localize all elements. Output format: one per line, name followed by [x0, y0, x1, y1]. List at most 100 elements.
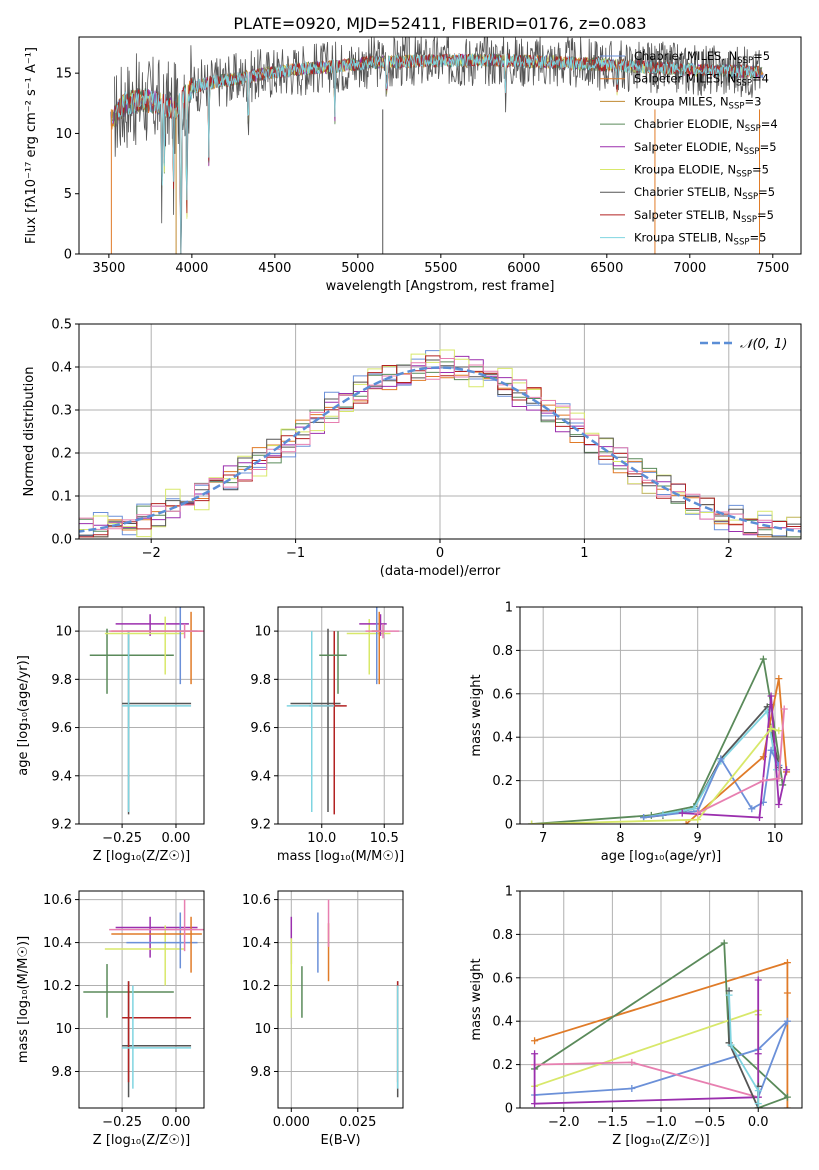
x-tick-label: 10.0 — [307, 831, 336, 846]
weight-marker — [628, 1084, 636, 1092]
y-tick-label: 0.2 — [51, 447, 72, 462]
x-tick-label: 7000 — [673, 261, 706, 276]
age_vs_mass-panel: 10.0 10.5 9.2 9.4 9.6 9.8 10 mass [log₁₀(M/M☉)] — [250, 606, 404, 864]
y-tick-label: 10.6 — [242, 893, 271, 908]
y-tick-label: 0.4 — [492, 731, 513, 746]
y-tick-label: 9.8 — [51, 1065, 72, 1080]
y-tick-label: 0.8 — [492, 644, 513, 659]
x-tick-label: 6500 — [590, 261, 623, 276]
normal-curve — [79, 366, 801, 533]
y-tick-label: 0.8 — [492, 928, 513, 943]
y-tick-label: 0.2 — [492, 1058, 513, 1073]
y-tick-label: 0.5 — [51, 318, 72, 333]
y-tick-label: 0.6 — [492, 687, 513, 702]
x-tick-label: 5000 — [341, 261, 374, 276]
x-tick-label: 3500 — [92, 261, 125, 276]
axes-frame — [519, 606, 803, 825]
weight-line — [533, 980, 760, 1105]
y-tick-label: 0.6 — [492, 971, 513, 986]
weight-line — [697, 708, 786, 814]
weight-series — [528, 655, 791, 824]
weight-marker — [775, 675, 783, 683]
weight-marker — [783, 989, 791, 997]
y-tick-label: 10.6 — [43, 893, 72, 908]
errorbar-marks — [89, 607, 204, 815]
y-axis-label: Flux [fλ10⁻¹⁷ erg cm⁻² s⁻¹ A⁻¹] — [24, 47, 39, 244]
spectrum-lines — [110, 37, 764, 254]
residuals-panel: −2 −1 0 1 2 0.0 0.1 0.2 0.3 0.4 0.5 (data-model)/er… — [22, 318, 802, 579]
y-axis-label: age [log₁₀(age/yr)] — [16, 655, 31, 776]
weight-marker — [727, 1041, 735, 1049]
x-tick-label: −2.0 — [548, 1115, 580, 1130]
y-tick-label: 0.0 — [51, 533, 72, 548]
axes-frame — [78, 36, 802, 255]
x-tick-label: 0.00 — [162, 1115, 191, 1130]
spectrum-panel: 3500 4000 4500 5000 5500 6000 6500 7000 7500 0 5 10… — [24, 36, 802, 294]
weight-marker — [628, 1058, 636, 1066]
weight-marker — [640, 813, 648, 821]
x-tick-label: 7 — [539, 831, 547, 846]
x-axis-label: wavelength [Angstrom, rest frame] — [326, 279, 555, 294]
weight-line — [643, 704, 780, 819]
weight-marker — [783, 1104, 791, 1108]
y-tick-label: 0 — [505, 818, 513, 833]
y-tick-label: 0.4 — [492, 1015, 513, 1030]
weight-marker — [756, 813, 764, 821]
weight-marker — [748, 805, 756, 813]
mass_vs_Z-panel: −0.25 0.00 9.8 10 10.2 10.4 10.6 Z [log₁₀(Z/Z☉)… — [16, 890, 205, 1148]
errorbar-marks — [286, 607, 400, 815]
errorbar-marks — [83, 899, 204, 1098]
y-tick-label: 9.8 — [250, 673, 271, 688]
weight-marker — [783, 766, 791, 774]
y-tick-label: 5 — [64, 187, 72, 202]
x-tick-label: 0.025 — [339, 1115, 376, 1130]
weight-marker — [531, 1050, 539, 1058]
y-tick-label: 10 — [55, 1022, 72, 1037]
weight-marker — [531, 1037, 539, 1045]
legend-label: Salpeter MILES, NSSP=4 — [634, 72, 769, 89]
y-tick-label: 0.3 — [51, 404, 72, 419]
weight-line — [531, 727, 780, 824]
spectrum-line — [114, 37, 761, 254]
weight-marker — [759, 777, 767, 785]
weight-marker — [754, 976, 762, 984]
x-axis-label: (data-model)/error — [380, 564, 501, 579]
weight-marker — [531, 1100, 539, 1108]
y-tick-label: 9.6 — [51, 721, 72, 736]
weight-marker — [775, 774, 783, 782]
axes-frame — [277, 606, 404, 825]
x-tick-label: 7500 — [756, 261, 789, 276]
legend-label: Chabrier STELIB, NSSP=5 — [634, 185, 775, 202]
figure-title: PLATE=0920, MJD=52411, FIBERID=0176, z=0… — [233, 14, 646, 33]
weight-marker — [678, 809, 686, 817]
weight-marker — [754, 1050, 762, 1058]
legend-label: Kroupa STELIB, NSSP=5 — [634, 231, 766, 248]
weight-marker — [767, 746, 775, 754]
x-tick-label: −0.25 — [102, 831, 142, 846]
x-tick-label: 0.00 — [162, 831, 191, 846]
x-tick-label: 9 — [694, 831, 702, 846]
y-tick-label: 0.1 — [51, 490, 72, 505]
x-tick-label: 4500 — [258, 261, 291, 276]
weight-marker — [725, 991, 733, 999]
weight-marker — [754, 1087, 762, 1095]
y-tick-label: 9.2 — [51, 818, 72, 833]
y-tick-label: 9.4 — [51, 769, 72, 784]
y-axis-label: mass weight — [469, 674, 484, 756]
legend-label: Chabrier MILES, NSSP=5 — [634, 49, 770, 66]
y-tick-label: 10 — [55, 127, 72, 142]
legend-label: Kroupa MILES, NSSP=3 — [634, 94, 761, 111]
x-tick-label: 6000 — [507, 261, 540, 276]
mass_vs_EBV-panel: 0.000 0.025 9.8 10 10.2 10.4 10.6 E(B-V) — [242, 890, 404, 1148]
y-tick-label: 0 — [64, 248, 72, 263]
legend-label: 𝒩(0, 1) — [740, 337, 787, 352]
x-axis-label: Z [log₁₀(Z/Z☉)] — [93, 1133, 190, 1148]
x-tick-label: 2 — [725, 546, 733, 561]
x-tick-label: −0.25 — [102, 1115, 142, 1130]
y-tick-label: 0.4 — [51, 361, 72, 376]
x-axis-label: Z [log₁₀(Z/Z☉)] — [612, 1133, 709, 1148]
axes-frame — [78, 323, 802, 540]
legend-label: Salpeter STELIB, NSSP=5 — [634, 208, 774, 225]
legend-label: Salpeter ELODIE, NSSP=5 — [634, 140, 777, 157]
spectrum-line — [115, 53, 760, 254]
